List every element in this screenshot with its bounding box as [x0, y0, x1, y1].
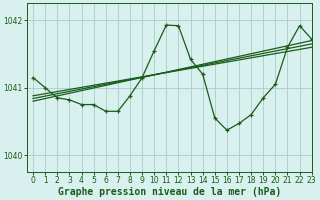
X-axis label: Graphe pression niveau de la mer (hPa): Graphe pression niveau de la mer (hPa)	[58, 186, 281, 197]
